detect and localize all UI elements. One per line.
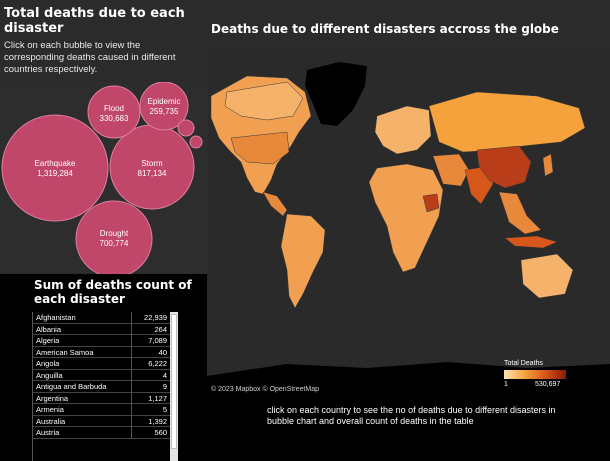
- table-row[interactable]: Antigua and Barbuda 9: [33, 381, 178, 393]
- table-row[interactable]: American Samoa 40: [33, 346, 178, 358]
- bubble-chart-description: Click on each bubble to view the corresp…: [4, 40, 176, 75]
- table-row[interactable]: Albania 264: [33, 323, 178, 335]
- map-attribution[interactable]: © 2023 Mapbox © OpenStreetMap: [211, 386, 319, 393]
- row-value: 1,392: [131, 415, 169, 427]
- map-header: Deaths due to different disasters accros…: [207, 0, 610, 46]
- bubble-chart-title: Total deaths due to each disaster: [4, 6, 185, 36]
- row-country: Armenia: [36, 405, 64, 414]
- row-country: Austria: [36, 428, 60, 437]
- row-value: 6,222: [131, 358, 169, 369]
- bubble-value-epidemic: 259,735: [150, 107, 179, 116]
- row-value: 22,939: [131, 312, 169, 323]
- legend-color-bar: [504, 370, 566, 379]
- bubble-earthquake[interactable]: Earthquake 1,319,284: [1, 114, 109, 222]
- map-region-china[interactable]: [476, 145, 532, 189]
- table-row[interactable]: Australia 1,392: [33, 415, 178, 427]
- table-row[interactable]: Anguilla 4: [33, 369, 178, 381]
- scrollbar-thumb[interactable]: [171, 314, 177, 449]
- table-row[interactable]: Austria 560: [33, 427, 178, 439]
- map-region-russia[interactable]: [428, 91, 586, 153]
- row-country: Antigua and Barbuda: [36, 382, 107, 391]
- deaths-table: Afghanistan 22,939 Albania 264 Algeria 7,08…: [32, 312, 178, 461]
- legend-max: 530,697: [535, 381, 561, 388]
- bubble-small-1[interactable]: [177, 119, 195, 137]
- table-row[interactable]: Afghanistan 22,939: [33, 312, 178, 324]
- row-value: 7,089: [131, 335, 169, 346]
- bubble-label-earthquake: Earthquake: [35, 159, 76, 168]
- map-region-japan[interactable]: [542, 153, 554, 177]
- bubble-epidemic[interactable]: Epidemic 259,735: [139, 82, 189, 131]
- row-country: Afghanistan: [36, 313, 76, 322]
- bubble-label-storm: Storm: [141, 159, 163, 168]
- legend-title: Total Deaths: [504, 360, 543, 367]
- table-row[interactable]: Angola 6,222: [33, 358, 178, 370]
- map-region-east-africa[interactable]: [422, 193, 440, 213]
- table-row[interactable]: Argentina 1,127: [33, 392, 178, 404]
- bubble-small-2[interactable]: [189, 135, 203, 149]
- map-title: Deaths due to different disasters accros…: [211, 22, 559, 36]
- row-country: Angola: [36, 359, 60, 368]
- row-country: Albania: [36, 324, 62, 334]
- bubble-value-flood: 330,683: [100, 114, 129, 123]
- row-country: Argentina: [36, 393, 69, 403]
- row-country: Australia: [36, 416, 66, 426]
- row-value: 9: [131, 381, 169, 392]
- bubble-value-earthquake: 1,319,284: [37, 169, 73, 178]
- row-value: 560: [131, 427, 169, 438]
- table-scrollbar[interactable]: [170, 312, 178, 461]
- map-region-south-america[interactable]: [280, 213, 326, 309]
- instructions-panel: click on each country to see the no of d…: [207, 399, 610, 461]
- deaths-table-panel: Sum of deaths count of each disaster Afg…: [0, 274, 207, 461]
- bubble-label-epidemic: Epidemic: [148, 97, 181, 106]
- bubble-label-drought: Drought: [100, 229, 129, 238]
- instructions-text: click on each country to see the no of d…: [267, 405, 556, 426]
- map-region-indonesia[interactable]: [504, 235, 558, 249]
- bubble-value-drought: 700,774: [100, 239, 129, 248]
- table-row[interactable]: Algeria 7,089: [33, 335, 178, 347]
- table-row[interactable]: Armenia 5: [33, 404, 178, 416]
- map-region-se-asia[interactable]: [498, 191, 542, 235]
- table-title: Sum of deaths count of each disaster: [34, 278, 192, 306]
- legend-min: 1: [504, 381, 508, 388]
- row-value: 4: [131, 369, 169, 381]
- bubble-drought[interactable]: Drought 700,774: [75, 200, 153, 274]
- bubble-flood[interactable]: Flood 330,683: [87, 85, 141, 139]
- world-map[interactable]: © 2023 Mapbox © OpenStreetMap Total Deat…: [207, 46, 610, 399]
- row-value: 264: [131, 323, 169, 335]
- map-region-canada[interactable]: [224, 81, 304, 121]
- row-value: 5: [131, 404, 169, 415]
- bubble-value-storm: 817,134: [138, 169, 167, 178]
- bubble-header: Total deaths due to each disaster Click …: [0, 0, 207, 82]
- row-value: 1,127: [131, 392, 169, 404]
- map-region-usa[interactable]: [230, 131, 290, 165]
- bubble-chart: Earthquake 1,319,284 Storm 817,134 Droug…: [0, 82, 207, 274]
- map-region-central-america[interactable]: [262, 191, 288, 217]
- row-country: Anguilla: [36, 370, 63, 380]
- row-country: Algeria: [36, 336, 60, 345]
- bubble-label-flood: Flood: [104, 104, 124, 113]
- row-value: 40: [131, 346, 169, 358]
- map-region-europe[interactable]: [374, 105, 432, 155]
- map-region-australia[interactable]: [520, 253, 574, 299]
- map-region-middle-east[interactable]: [432, 153, 470, 187]
- map-region-africa[interactable]: [368, 163, 444, 273]
- map-region-greenland[interactable]: [305, 62, 367, 126]
- bubble-storm[interactable]: Storm 817,134: [109, 124, 195, 210]
- row-country: American Samoa: [36, 347, 94, 357]
